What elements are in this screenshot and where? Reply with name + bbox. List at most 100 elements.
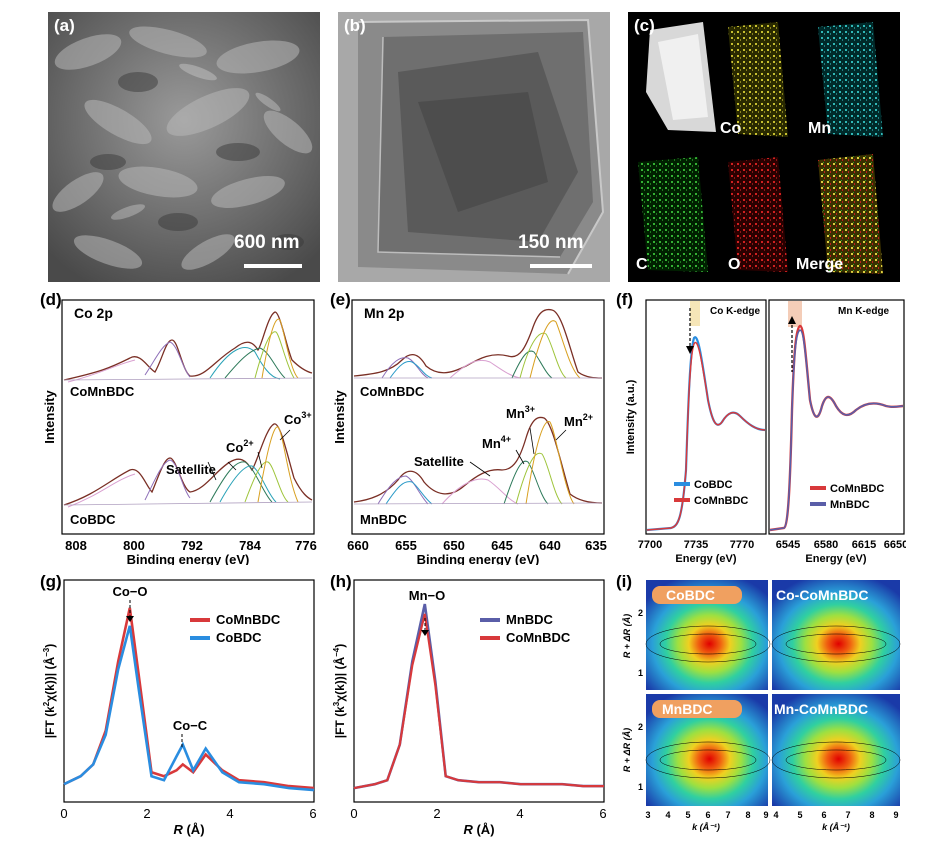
- xps-mn-bottom: [353, 416, 603, 505]
- tem-texture: [338, 12, 610, 282]
- svg-text:Co-CoMnBDC: Co-CoMnBDC: [776, 587, 869, 603]
- svg-text:7700: 7700: [638, 539, 662, 551]
- svg-text:2: 2: [143, 806, 150, 821]
- svg-text:635: 635: [585, 538, 607, 553]
- x-ticks-i-left: 3 4 5 6 7 8 9: [645, 810, 768, 820]
- legend-f-right-0: CoMnBDC: [830, 483, 884, 495]
- annotation-mn-o: Mn−O: [409, 588, 445, 603]
- eds-maps: (c) Co Mn C O Merge: [628, 12, 900, 282]
- xps-sample-top-e: CoMnBDC: [360, 384, 425, 399]
- plot-frame-f-right: [768, 299, 905, 535]
- y-label-d: Intensity: [42, 390, 57, 444]
- svg-text:6545: 6545: [776, 539, 800, 551]
- svg-text:808: 808: [65, 538, 87, 553]
- svg-text:8: 8: [869, 810, 874, 820]
- annotation-mn3: Mn3+: [506, 404, 535, 421]
- eds-label-co: Co: [720, 120, 742, 137]
- x-label-h: R (Å): [463, 822, 494, 837]
- plot-frame-h: [353, 579, 605, 803]
- xanes-mnbdc: [769, 329, 904, 531]
- eds-label-merge: Merge: [796, 256, 844, 273]
- scale-bar-text-a: 600 nm: [234, 232, 300, 253]
- svg-text:2: 2: [638, 608, 643, 618]
- x-ticks-f-right: 6545 6580 6615 6650: [776, 539, 906, 551]
- eds-label-mn: Mn: [808, 120, 832, 137]
- eds-label-o: O: [728, 256, 741, 273]
- x-ticks-h: 0 2 4 6: [350, 806, 606, 821]
- svg-text:6: 6: [309, 806, 316, 821]
- annotation-co3: Co3+: [284, 410, 312, 427]
- x-label-g: R (Å): [173, 822, 204, 837]
- x-ticks-g: 0 2 4 6: [60, 806, 316, 821]
- wt-map-co-comnbdc: Co-CoMnBDC: [771, 580, 901, 690]
- plot-frame-f-left: [645, 299, 767, 535]
- svg-text:7: 7: [845, 810, 850, 820]
- svg-text:6650: 6650: [884, 539, 906, 551]
- svg-text:7735: 7735: [684, 539, 708, 551]
- svg-text:7770: 7770: [730, 539, 754, 551]
- svg-text:7: 7: [725, 810, 730, 820]
- exafs-mn-chart: Mn−O MnBDC CoMnBDC 0 2 4 6 R (Å) |FT (k3…: [332, 579, 607, 837]
- xanes-comnbdc-co: [646, 341, 766, 531]
- panel-label-g: (g): [40, 572, 62, 591]
- wt-maps: CoBDC Co-CoMnBDC MnBDC Mn-CoMnBDC 2 1 2 …: [622, 580, 901, 832]
- svg-text:5: 5: [685, 810, 690, 820]
- y-label-g: |FT (k2χ(k))| (Å−3): [42, 644, 57, 739]
- sem-image: (a) 600 nm: [48, 12, 320, 282]
- x-label-f-right: Energy (eV): [805, 553, 866, 565]
- svg-text:9: 9: [893, 810, 898, 820]
- svg-text:0: 0: [350, 806, 357, 821]
- svg-text:784: 784: [239, 538, 261, 553]
- legend-f-left-1: CoMnBDC: [694, 495, 748, 507]
- x-label-i-right: k (Å⁻¹): [822, 822, 850, 832]
- plot-frame-d: [61, 299, 315, 535]
- wt-map-cobdc: CoBDC: [645, 580, 771, 690]
- wt-map-mn-comnbdc: Mn-CoMnBDC: [771, 694, 901, 806]
- scale-bar-a: [244, 264, 302, 268]
- xps-co-bottom: [63, 423, 313, 508]
- panel-label-e: (e): [330, 290, 351, 309]
- exafs-co-chart: Co−O Co−C CoMnBDC CoBDC 0 2 4 6 R (Å) |F…: [42, 579, 317, 837]
- svg-text:9: 9: [763, 810, 768, 820]
- x-ticks-e: 660 655 650 645 640 635: [347, 538, 607, 553]
- legend-h-1: CoMnBDC: [506, 630, 571, 645]
- legend-g-0: CoMnBDC: [216, 612, 281, 627]
- svg-text:6: 6: [705, 810, 710, 820]
- xps-co-top: [63, 311, 313, 383]
- xps-sample-bottom-e: MnBDC: [360, 512, 408, 527]
- panel-label-b: (b): [344, 16, 366, 35]
- annotation-satellite-e: Satellite: [414, 454, 464, 469]
- y-ticks-i: 2 1 2 1: [638, 608, 643, 792]
- plot-frame-e: [351, 299, 605, 535]
- xps-sample-bottom-d: CoBDC: [70, 512, 116, 527]
- exafs-line-cobdc: [63, 625, 315, 792]
- svg-text:655: 655: [395, 538, 417, 553]
- xps-mn2p-chart: Mn 2p CoMnBDC MnBDC Satellite Mn4+ Mn3+ …: [332, 299, 607, 565]
- y-label-i-bottom: R + ΔR (Å): [622, 728, 632, 772]
- svg-text:MnBDC: MnBDC: [662, 701, 713, 717]
- svg-text:2: 2: [433, 806, 440, 821]
- svg-text:660: 660: [347, 538, 369, 553]
- annotation-mn2: Mn2+: [564, 412, 593, 429]
- scale-bar-text-b: 150 nm: [518, 232, 584, 253]
- svg-text:2: 2: [638, 722, 643, 732]
- highlight-f-left: [690, 301, 700, 326]
- svg-text:8: 8: [745, 810, 750, 820]
- annotation-mn4: Mn4+: [482, 434, 511, 451]
- svg-text:Mn-CoMnBDC: Mn-CoMnBDC: [774, 701, 868, 717]
- xps-sample-top-d: CoMnBDC: [70, 384, 135, 399]
- panel-label-h: (h): [330, 572, 352, 591]
- annotation-satellite-d: Satellite: [166, 462, 216, 477]
- y-label-f: Intensity (a.u.): [625, 379, 637, 454]
- svg-text:1: 1: [638, 782, 643, 792]
- panel-label-i: (i): [616, 572, 633, 591]
- svg-text:6580: 6580: [814, 539, 838, 551]
- panel-label-d: (d): [40, 290, 62, 309]
- y-label-h: |FT (k3χ(k))| (Å−4): [332, 644, 347, 739]
- svg-text:792: 792: [181, 538, 203, 553]
- plot-frame-g: [63, 579, 315, 803]
- edge-label-mn: Mn K-edge: [838, 306, 890, 317]
- svg-text:CoBDC: CoBDC: [666, 587, 715, 603]
- svg-text:4: 4: [516, 806, 523, 821]
- scale-bar-b: [530, 264, 592, 268]
